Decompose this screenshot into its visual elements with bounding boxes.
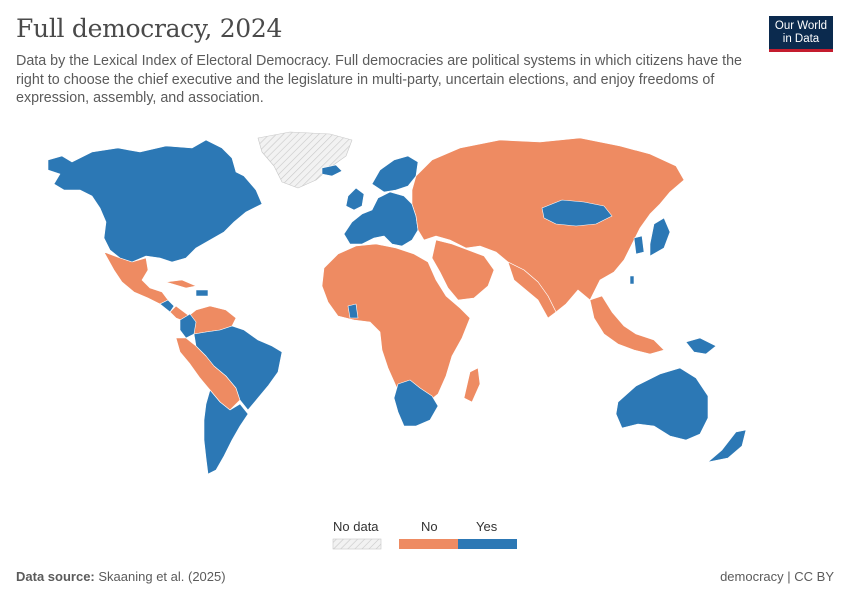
region-north-america[interactable] [47, 139, 263, 263]
region-southeast-asia[interactable] [589, 295, 665, 355]
region-mexico[interactable] [103, 251, 169, 305]
region-cuba[interactable] [165, 279, 197, 289]
region-iceland[interactable] [321, 164, 343, 177]
region-south-asia[interactable] [507, 261, 557, 319]
region-korea[interactable] [633, 235, 645, 255]
region-png[interactable] [685, 337, 717, 355]
logo-line-2: in Data [782, 32, 820, 45]
region-africa[interactable] [321, 243, 471, 407]
region-middle-east[interactable] [431, 239, 495, 301]
footer-license[interactable]: democracy | CC BY [720, 569, 834, 584]
region-greenland[interactable] [257, 131, 353, 189]
region-ghana[interactable] [347, 303, 359, 319]
region-australia[interactable] [615, 367, 709, 441]
legend-swatch-no-data [332, 538, 382, 550]
data-source-label: Data source: [16, 569, 95, 584]
region-brazil[interactable] [193, 325, 283, 411]
region-caribbean-yes[interactable] [195, 289, 209, 297]
region-mongolia[interactable] [541, 199, 613, 227]
region-central-america[interactable] [159, 299, 175, 313]
region-southern-cone[interactable] [203, 389, 249, 475]
region-taiwan[interactable] [629, 275, 635, 285]
data-source: Data source: Skaaning et al. (2025) [16, 569, 226, 584]
legend-label-no: No [421, 519, 438, 534]
region-scandinavia[interactable] [371, 155, 419, 193]
region-uk-ireland[interactable] [345, 187, 365, 211]
region-southern-africa[interactable] [393, 379, 439, 427]
chart-title: Full democracy, 2024 [16, 14, 283, 43]
legend [332, 538, 517, 550]
chart-subtitle: Data by the Lexical Index of Electoral D… [16, 53, 743, 106]
legend-label-yes: Yes [476, 519, 498, 534]
region-japan[interactable] [649, 217, 671, 257]
region-new-zealand[interactable] [707, 429, 747, 463]
data-source-link[interactable]: Skaaning et al. (2025) [98, 569, 226, 584]
legend-swatch-no [399, 539, 458, 549]
legend-label-no-data: No data [333, 519, 379, 534]
owid-logo[interactable]: Our World in Data [769, 16, 833, 52]
legend-swatch-yes [458, 539, 517, 549]
world-map [47, 131, 747, 475]
logo-line-1: Our World [774, 20, 828, 32]
region-madagascar[interactable] [463, 367, 481, 403]
